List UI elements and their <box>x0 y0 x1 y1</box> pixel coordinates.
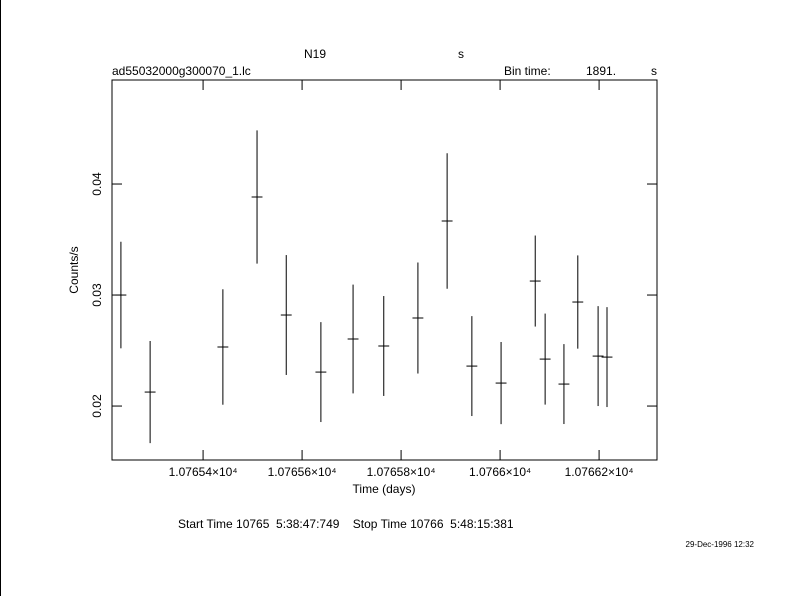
subtitle: ad55032000g300070_1.lc <box>112 64 251 78</box>
x-tick-label: 1.07656×10⁴ <box>268 465 337 479</box>
bin-unit: s <box>651 64 657 78</box>
chart-title: N19 <box>304 47 326 61</box>
plot-frame <box>111 79 658 461</box>
bin-value: 1891. <box>586 64 616 78</box>
x-tick-label: 1.07658×10⁴ <box>367 465 436 479</box>
x-tick-label: 1.07662×10⁴ <box>565 465 634 479</box>
y-tick-label: 0.02 <box>90 394 104 418</box>
time-range: Start Time 10765 5:38:47:749 Stop Time 1… <box>178 517 514 531</box>
title-right: s <box>458 47 464 61</box>
y-axis-label: Counts/s <box>67 246 81 293</box>
x-tick-label: 1.07654×10⁴ <box>169 465 238 479</box>
y-tick-label: 0.03 <box>90 283 104 307</box>
y-tick-label: 0.04 <box>90 172 104 196</box>
x-tick-label: 1.0766×10⁴ <box>469 465 531 479</box>
date: 29-Dec-1996 12:32 <box>686 540 755 549</box>
x-axis-label: Time (days) <box>353 482 416 496</box>
bin-label: Bin time: <box>504 64 551 78</box>
